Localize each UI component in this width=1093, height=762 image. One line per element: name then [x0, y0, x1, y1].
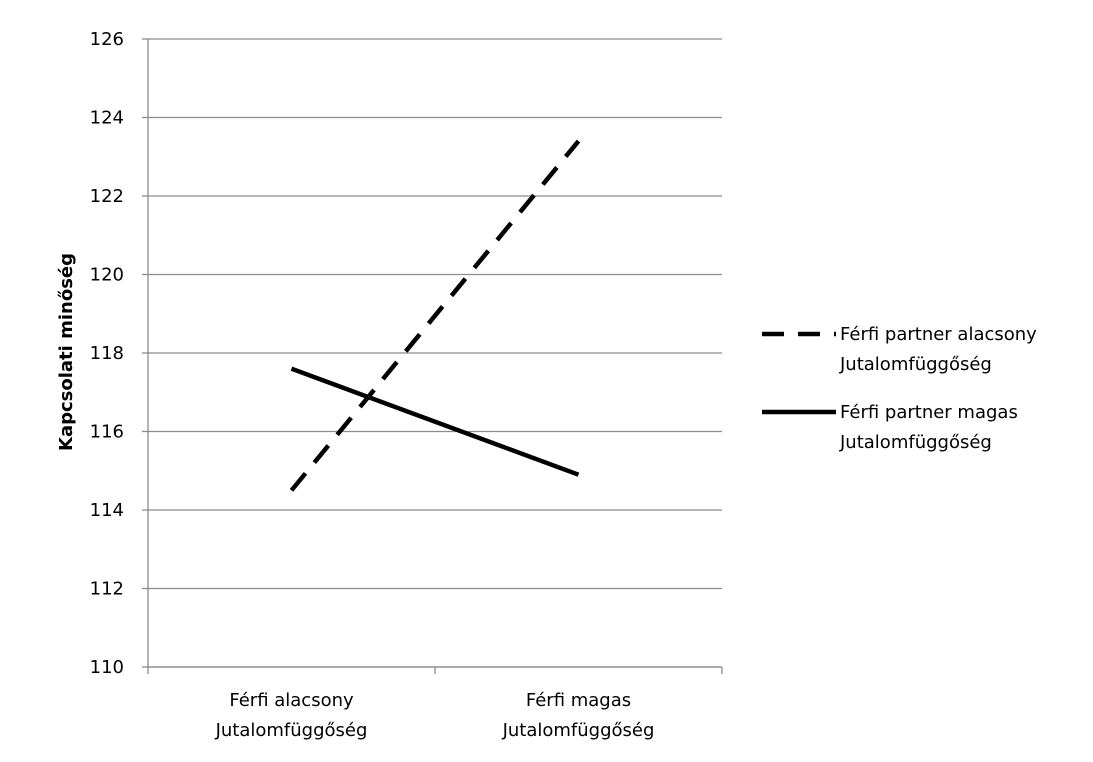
x-category-label-line: Férfi magas	[526, 690, 631, 711]
y-tick-label: 120	[90, 265, 124, 286]
x-category-label-line: Jutalomfüggőség	[215, 720, 368, 741]
legend-label-line: Jutalomfüggőség	[839, 432, 992, 453]
x-category-label-line: Jutalomfüggőség	[502, 720, 655, 741]
y-tick-label: 124	[90, 108, 124, 129]
y-tick-label: 110	[90, 657, 124, 678]
y-tick-label: 116	[90, 422, 124, 443]
y-tick-label: 112	[90, 579, 124, 600]
y-tick-label: 126	[90, 29, 124, 50]
series-line-2	[290, 366, 580, 477]
gridlines	[142, 38, 722, 668]
y-axis-title: Kapcsolati minőség	[56, 253, 77, 451]
y-tick-label: 118	[90, 343, 124, 364]
x-category-label: Férfi alacsony Jutalomfüggőség	[215, 690, 368, 741]
axes	[147, 39, 723, 674]
legend-label-line: Jutalomfüggőség	[839, 354, 992, 375]
y-tick-label: 122	[90, 186, 124, 207]
legend-label-line: Férfi partner magas	[840, 402, 1018, 423]
series-lines	[289, 139, 581, 492]
legend-label-line: Férfi partner alacsony	[840, 324, 1037, 345]
y-tick-labels: 110 112 114 116 118 120 122 124 126	[90, 29, 124, 678]
y-tick-label: 114	[90, 500, 124, 521]
legend-label-2: Férfi partner magas Jutalomfüggőség	[839, 402, 1018, 453]
legend: Férfi partner alacsony JutalomfüggőségFér…	[762, 324, 1037, 453]
legend-label-1: Férfi partner alacsony Jutalomfüggőség	[839, 324, 1037, 375]
x-category-label: Férfi magas Jutalomfüggőség	[502, 690, 655, 741]
x-category-label-line: Férfi alacsony	[229, 690, 354, 711]
series-line-1	[289, 139, 581, 492]
